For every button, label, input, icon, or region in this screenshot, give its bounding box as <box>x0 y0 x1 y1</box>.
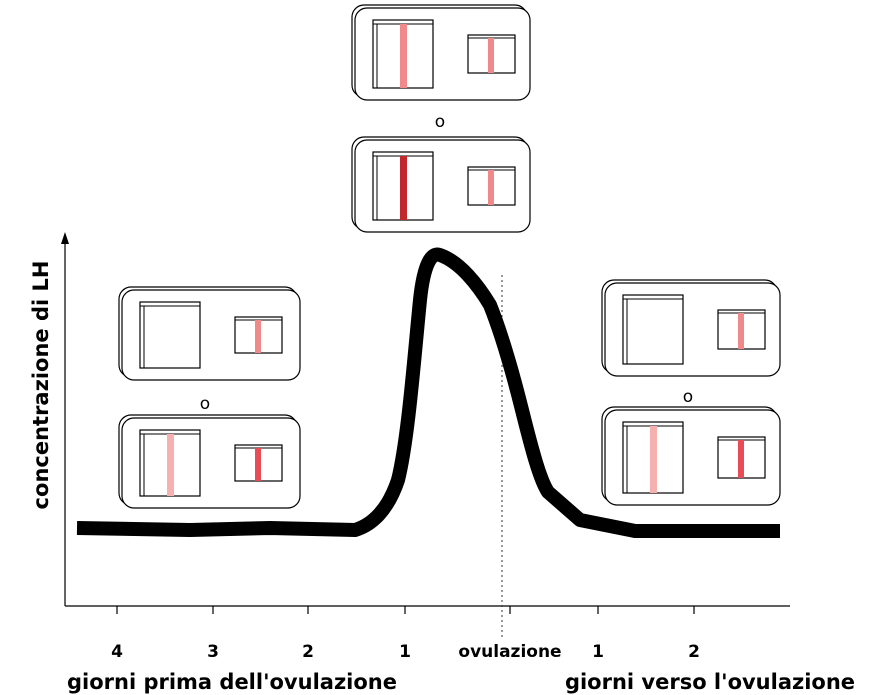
x-tick-label: 1 <box>592 642 604 662</box>
test-line <box>167 434 174 496</box>
separator: o <box>200 394 210 414</box>
x-tick-label: 4 <box>111 642 123 662</box>
x-tick-label: 1 <box>399 642 411 662</box>
y-axis-arrow <box>61 232 69 244</box>
control-line <box>488 170 494 205</box>
control-line <box>255 448 261 481</box>
result-window <box>139 301 201 369</box>
test-line <box>650 426 657 493</box>
control-line <box>738 440 744 478</box>
separator: o <box>683 387 693 407</box>
control-line <box>255 320 261 353</box>
separator: o <box>435 112 445 132</box>
test-line <box>400 156 407 220</box>
x-label-after: giorni verso l'ovulazione <box>565 670 855 694</box>
x-label-before: giorni prima dell'ovulazione <box>67 670 397 694</box>
control-line <box>488 38 494 73</box>
control-line <box>738 313 744 349</box>
x-tick-label: 2 <box>688 642 700 662</box>
test-line <box>400 24 407 88</box>
y-axis-label: concentrazione di LH <box>29 261 53 510</box>
lh-curve <box>76 247 780 538</box>
x-tick-label: ovulazione <box>458 642 561 662</box>
result-window <box>622 294 684 365</box>
x-tick-label: 3 <box>207 642 219 662</box>
x-tick-label: 2 <box>302 642 314 662</box>
